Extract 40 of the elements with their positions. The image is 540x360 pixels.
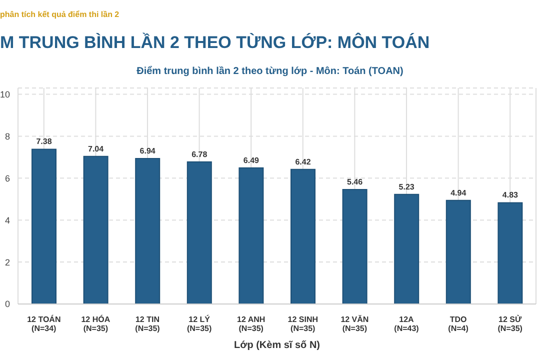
data-label: 4.94 (450, 188, 467, 198)
data-label: 6.49 (243, 156, 260, 165)
data-label: 7.38 (36, 137, 52, 146)
bar (290, 168, 316, 304)
x-tick-label: 12 VĂN (N=35) (340, 314, 369, 333)
text: phân tích kết quả điểm thi lần 2 (0, 10, 120, 19)
x-tick-label: 12A (N=43) (394, 315, 420, 333)
y-tick-label: 6 (4, 173, 10, 184)
bar (135, 158, 160, 304)
x-tick-label: 12 TOÁN (N=34) (27, 314, 61, 333)
bar (394, 194, 420, 304)
bar (32, 148, 56, 304)
y-tick-label: 10 (0, 89, 10, 100)
data-label: 4.83 (502, 190, 519, 200)
bar (498, 202, 523, 304)
x-tick-label: 12 SỬ (N=35) (498, 314, 523, 333)
x-tick-label: 12 SINH (N=35) (288, 315, 318, 333)
x-tick-label: 12 TIN (N=35) (135, 315, 160, 333)
y-tick-label: 8 (4, 131, 10, 142)
bar (342, 189, 368, 304)
data-label: 5.46 (347, 178, 364, 186)
x-tick-label: 12 LÝ (N=35) (186, 314, 212, 333)
bar (446, 200, 471, 304)
x-tick-label: TDO (N=4) (448, 315, 469, 333)
bar (238, 167, 264, 304)
chart-title: M TRUNG BÌNH LẦN 2 THEO TỪNG LỚP: MÔN TOÁN (0, 33, 430, 53)
data-label: 5.23 (398, 182, 415, 192)
y-tick-label: 4 (4, 215, 10, 226)
x-tick-label: 12 HÓA (N=35) (81, 314, 110, 333)
x-axis-title: Lớp (Kèm sĩ số N) (234, 340, 320, 351)
x-tick-label: 12 ANH (N=35) (237, 315, 266, 333)
chart-subtitle: Điểm trung bình lần 2 theo từng lớp - Môn: Toán (TOAN) (136, 66, 404, 77)
data-label: 6.42 (295, 157, 312, 166)
data-label: 6.94 (140, 146, 156, 156)
data-label: 6.78 (192, 150, 208, 159)
y-tick-label: 2 (4, 257, 10, 268)
bar (186, 161, 212, 304)
y-tick-label: 0 (4, 299, 10, 310)
data-label: 7.04 (88, 144, 104, 154)
bar (83, 156, 108, 304)
